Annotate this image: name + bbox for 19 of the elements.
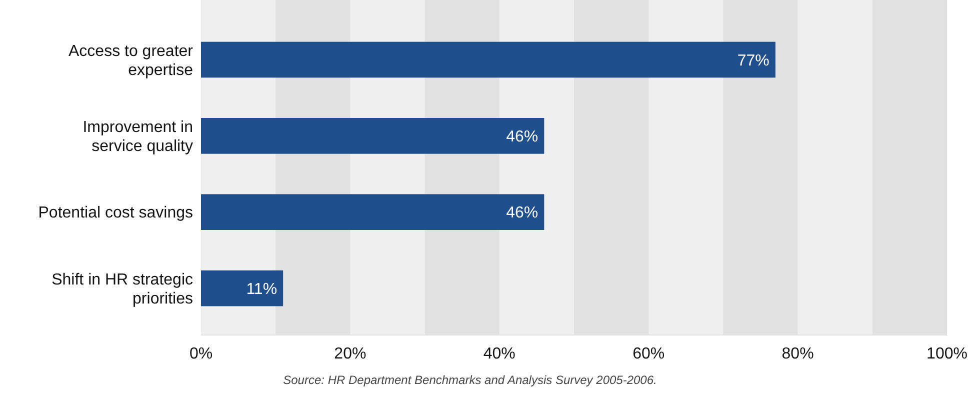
y-tick-label: Shift in HR strategic priorities	[52, 271, 193, 308]
x-tick-label: 60%	[632, 345, 665, 362]
x-tick-label: 20%	[334, 345, 366, 362]
data-label: 46%	[506, 204, 538, 222]
y-tick-label: Improvement in service quality	[82, 119, 193, 156]
y-tick-label: Potential cost savings	[38, 204, 193, 222]
bar	[201, 270, 284, 306]
x-tick-label: 40%	[483, 345, 516, 362]
x-tick-label: 100%	[926, 345, 968, 362]
bar	[201, 194, 544, 230]
data-label: 11%	[246, 280, 278, 298]
bar	[201, 118, 544, 154]
data-label: 77%	[737, 52, 770, 70]
y-tick-label: Access to greater expertise	[68, 42, 194, 79]
bar	[201, 42, 776, 78]
x-tick-label: 0%	[189, 345, 213, 362]
source-note: Source: HR Department Benchmarks and Analysis Survey 2005-2006.	[283, 373, 657, 387]
x-tick-label: 80%	[782, 345, 814, 362]
data-label: 46%	[506, 128, 538, 146]
